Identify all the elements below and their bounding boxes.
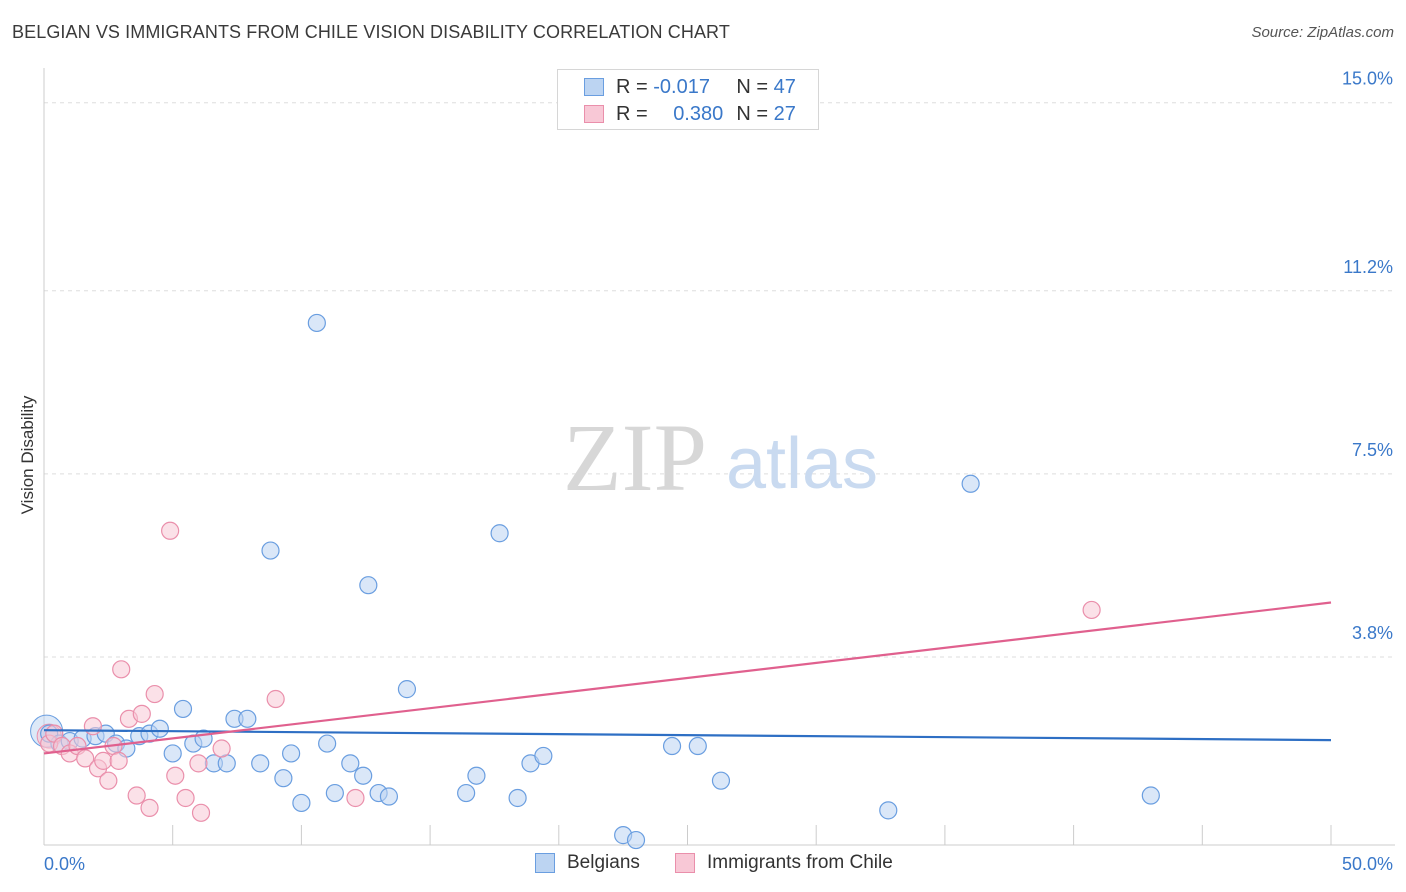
tick-labels: 3.8% 7.5% 11.2% 15.0% 0.0% 50.0% bbox=[44, 69, 1393, 874]
chile-point bbox=[145, 684, 164, 704]
chile-point bbox=[346, 788, 365, 808]
belgians-point bbox=[508, 788, 527, 808]
belgians-point bbox=[318, 734, 337, 753]
data-points bbox=[30, 313, 1160, 850]
chile-point bbox=[83, 717, 103, 736]
belgians-point bbox=[626, 830, 646, 850]
legend-n-label: N = bbox=[736, 102, 769, 125]
belgians-point bbox=[274, 769, 293, 788]
belgians-point bbox=[397, 680, 417, 699]
belgians-point bbox=[163, 744, 182, 763]
belgians-point bbox=[457, 783, 476, 803]
belgians-point bbox=[325, 783, 344, 803]
belgians-legend-label: Belgians bbox=[567, 852, 640, 873]
belgians-point bbox=[359, 576, 378, 595]
belgians-point bbox=[688, 736, 707, 756]
chile-swatch bbox=[584, 105, 604, 123]
belgians-point bbox=[490, 524, 509, 543]
source-label: Source: ZipAtlas.com bbox=[1251, 24, 1394, 41]
belgians-point bbox=[354, 766, 373, 785]
belgians-point bbox=[173, 699, 193, 719]
x-tick-label-max: 50.0% bbox=[1342, 854, 1393, 874]
chile-point bbox=[189, 754, 208, 773]
x-tick-label-min: 0.0% bbox=[44, 854, 85, 874]
y-tick-label: 7.5% bbox=[1352, 440, 1393, 460]
legend-row-chile: R = 0.380 N = 27 bbox=[584, 102, 796, 126]
belgians-trend-line bbox=[43, 729, 1332, 742]
chile-point bbox=[176, 788, 195, 808]
belgians-n-value: 47 bbox=[773, 75, 796, 98]
chart-title: BELGIAN VS IMMIGRANTS FROM CHILE VISION … bbox=[12, 22, 730, 42]
correlation-legend: R = -0.017 N = 47 R = 0.380 N = 27 bbox=[557, 69, 819, 130]
belgians-point bbox=[467, 766, 486, 785]
legend-r-label: R = bbox=[616, 75, 648, 98]
chile-point bbox=[132, 704, 151, 723]
y-tick-label: 15.0% bbox=[1342, 69, 1393, 89]
grid-lines bbox=[44, 102, 1395, 658]
watermark-atlas: atlas bbox=[726, 424, 878, 504]
belgians-point bbox=[1141, 786, 1160, 805]
belgians-legend-swatch bbox=[535, 853, 555, 873]
chile-r-value: 0.380 bbox=[673, 102, 724, 125]
chile-point bbox=[127, 786, 146, 805]
belgians-point bbox=[341, 754, 360, 773]
trend-lines bbox=[43, 601, 1332, 755]
legend-row-belgians: R = -0.017 N = 47 bbox=[584, 75, 796, 99]
y-tick-label: 3.8% bbox=[1352, 623, 1393, 643]
axes bbox=[43, 68, 1395, 846]
chile-point bbox=[191, 803, 211, 822]
bottom-legend-belgians: Belgians bbox=[535, 852, 640, 874]
belgians-r-value: -0.017 bbox=[653, 75, 710, 98]
chile-legend-label: Immigrants from Chile bbox=[707, 852, 893, 873]
chile-point bbox=[94, 751, 113, 770]
chile-trend-line bbox=[43, 601, 1332, 755]
chile-point bbox=[76, 749, 95, 768]
chile-point bbox=[109, 751, 128, 770]
belgians-point bbox=[879, 801, 898, 820]
chile-point bbox=[161, 521, 180, 540]
chile-n-value: 27 bbox=[773, 102, 796, 125]
chile-point bbox=[140, 798, 159, 817]
chile-legend-swatch bbox=[675, 853, 695, 873]
belgians-point bbox=[150, 719, 169, 738]
belgians-swatch bbox=[584, 78, 604, 96]
chile-point bbox=[212, 739, 231, 758]
legend-n-label: N = bbox=[736, 75, 769, 98]
belgians-point bbox=[534, 746, 553, 766]
y-tick-label: 11.2% bbox=[1343, 257, 1393, 277]
chile-point bbox=[99, 771, 118, 790]
chile-point bbox=[112, 660, 131, 679]
belgians-point bbox=[282, 744, 301, 763]
watermark-zip: ZIP bbox=[563, 404, 707, 511]
chile-point bbox=[166, 766, 185, 785]
belgians-point bbox=[961, 474, 980, 493]
belgians-point bbox=[307, 313, 326, 333]
belgians-point bbox=[251, 754, 270, 773]
belgians-point bbox=[292, 793, 311, 813]
chile-point bbox=[266, 689, 285, 709]
watermark: ZIP atlas bbox=[563, 404, 878, 511]
belgians-point bbox=[662, 736, 682, 756]
belgians-point bbox=[711, 771, 731, 790]
belgians-point bbox=[379, 787, 399, 806]
bottom-legend-chile: Immigrants from Chile bbox=[675, 852, 893, 874]
belgians-point bbox=[238, 709, 257, 728]
chile-point bbox=[1082, 600, 1101, 620]
belgians-point bbox=[261, 541, 280, 560]
legend-r-label: R = bbox=[616, 102, 648, 125]
belgians-point bbox=[194, 729, 213, 748]
